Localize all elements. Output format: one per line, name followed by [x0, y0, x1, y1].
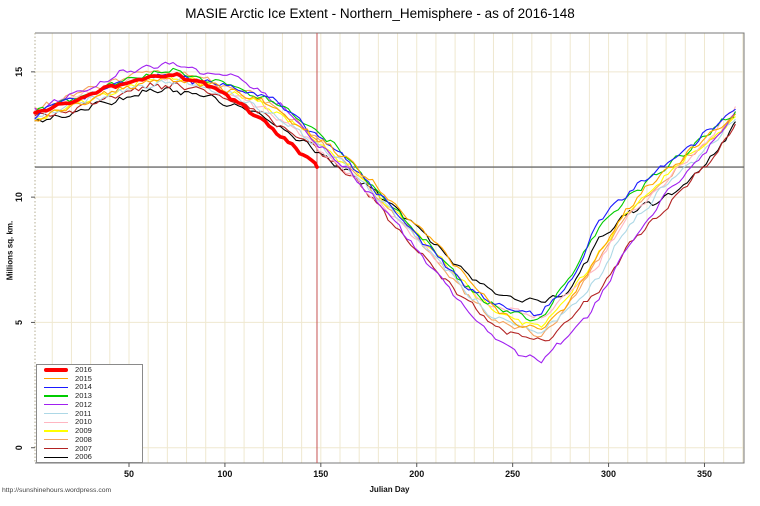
x-tick-label: 200 [409, 469, 424, 479]
legend-label: 2014 [75, 382, 92, 392]
series-line-2013 [34, 67, 736, 322]
y-tick-label: 0 [14, 445, 24, 450]
series-line-2007 [34, 82, 736, 342]
x-tick-label: 250 [505, 469, 520, 479]
y-tick-label: 15 [14, 67, 24, 77]
legend-label: 2009 [75, 426, 92, 435]
x-tick-label: 350 [697, 469, 712, 479]
legend-label: 2015 [75, 373, 92, 383]
legend-item-2014: 2014 [37, 383, 142, 391]
legend-swatch-2013 [44, 395, 68, 397]
legend-item-2011: 2011 [37, 408, 142, 418]
legend-swatch-2016 [44, 367, 68, 372]
legend-item-2008: 2008 [37, 434, 142, 444]
legend-swatch-2006 [44, 456, 68, 458]
legend-swatch-2008 [44, 439, 68, 441]
legend-label: 2007 [75, 443, 92, 453]
series-line-2006 [34, 86, 736, 303]
legend-item-2013: 2013 [37, 392, 142, 400]
source-caption: http://sunshinehours.wordpress.com [2, 487, 112, 494]
legend-swatch-2011 [44, 412, 68, 415]
x-tick-label: 100 [217, 469, 232, 479]
legend-label: 2013 [75, 391, 92, 400]
legend-item-2015: 2015 [37, 373, 142, 383]
legend-swatch-2012 [44, 404, 68, 406]
legend-swatch-2007 [44, 447, 68, 450]
x-tick-label: 300 [601, 469, 616, 479]
series-line-2011 [34, 77, 736, 334]
legend-label: 2012 [75, 399, 92, 409]
legend-swatch-2014 [44, 386, 68, 388]
series-line-2015 [34, 77, 736, 330]
y-tick-label: 5 [14, 320, 24, 325]
legend-item-2006: 2006 [37, 453, 142, 461]
legend-label: 2011 [75, 408, 92, 418]
legend-item-2010: 2010 [37, 418, 142, 426]
legend-label: 2008 [75, 434, 92, 444]
legend-swatch-2009 [44, 430, 68, 432]
series-line-2012 [34, 61, 736, 364]
legend-item-2009: 2009 [37, 427, 142, 435]
legend-label: 2016 [75, 364, 92, 374]
x-axis-label: Julian Day [369, 485, 410, 494]
legend-item-2012: 2012 [37, 399, 142, 409]
series-line-2016 [33, 72, 319, 169]
legend: 2016 2015 2014 2013 2012 2011 2010 2009 2008 2007… [36, 364, 143, 463]
plot-frame [35, 32, 745, 464]
legend-item-2016: 2016 [37, 364, 142, 374]
series-line-2014 [34, 73, 736, 317]
chart-title: MASIE Arctic Ice Extent - Northern_Hemis… [185, 6, 575, 21]
y-tick-label: 10 [14, 192, 24, 202]
series-line-2008 [34, 70, 736, 338]
legend-item-2007: 2007 [37, 443, 142, 453]
legend-swatch-2015 [44, 377, 68, 380]
x-tick-label: 150 [313, 469, 328, 479]
legend-label: 2010 [75, 417, 92, 427]
y-axis-label: Millions sq. km. [5, 220, 15, 281]
legend-label: 2006 [75, 452, 92, 462]
x-tick-label: 50 [124, 469, 134, 479]
legend-swatch-2010 [44, 421, 68, 423]
series-line-2009 [34, 74, 736, 328]
